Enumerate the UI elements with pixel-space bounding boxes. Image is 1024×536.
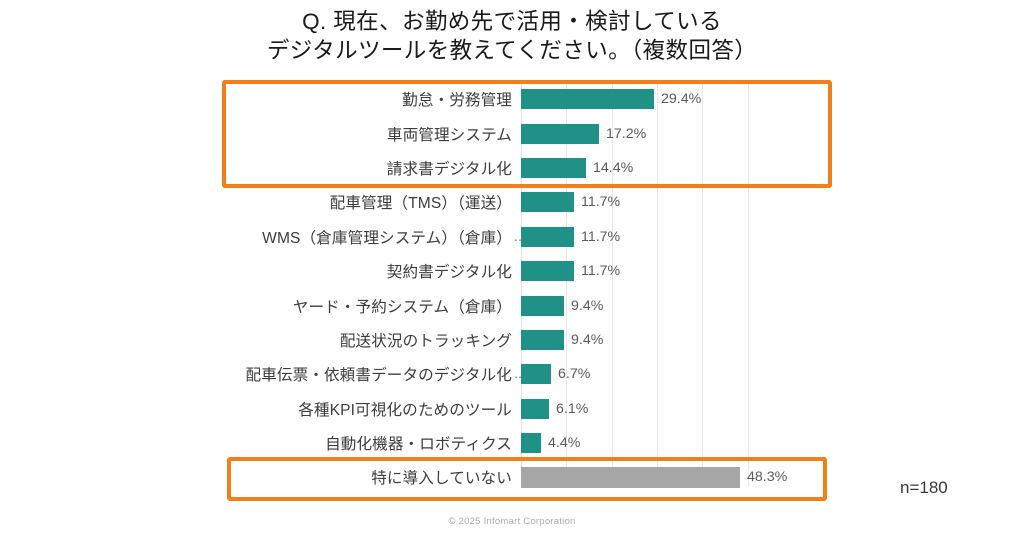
bar-container: 11.7% xyxy=(521,185,620,219)
bar-value-label: 4.4% xyxy=(548,435,581,452)
chart-row: 請求書デジタル化 14.4% xyxy=(0,151,1024,185)
bar-category-label: 契約書デジタル化 xyxy=(386,264,512,282)
bar-value-label: 6.7% xyxy=(558,366,591,383)
bar-container: 11.7% xyxy=(521,254,620,288)
bar-container: 6.7% xyxy=(521,357,590,391)
chart-row: 勤怠・労務管理 29.4% xyxy=(0,82,1024,116)
title-line-1: Q. 現在、お勤め先で活用・検討している xyxy=(302,9,722,34)
bar-category-label: ヤード・予約システム（倉庫） xyxy=(292,298,512,316)
bar xyxy=(521,398,549,419)
bar-value-label: 14.4% xyxy=(593,159,634,176)
bar-category-label: 請求書デジタル化 xyxy=(386,160,512,178)
bar-value-label: 6.1% xyxy=(556,400,589,417)
bar-category-label: 配送状況のトラッキング xyxy=(339,332,512,350)
bar xyxy=(521,466,740,488)
bar-category-label: 特に導入していない xyxy=(371,470,512,488)
bar-value-label: 11.7% xyxy=(581,194,621,211)
chart-rows: 勤怠・労務管理 29.4% 車両管理システム 17.2% 請求書デジタル化 14.4% 配車… xyxy=(0,82,1024,495)
chart-row: 自動化機器・ロボティクス 4.4% xyxy=(0,426,1024,460)
bar xyxy=(521,89,654,110)
bar xyxy=(521,329,564,350)
bar xyxy=(521,192,574,213)
chart-row: 配送状況のトラッキング 9.4% xyxy=(0,323,1024,357)
page-title: Q. 現在、お勤め先で活用・検討している デジタルツールを教えてください。（複数… xyxy=(0,8,1024,66)
bar-category-label: 配車管理（TMS）（運送） xyxy=(329,195,512,213)
bar-value-label: 9.4% xyxy=(571,331,604,348)
bar-container: 17.2% xyxy=(521,116,646,150)
chart-row: ヤード・予約システム（倉庫） 9.4% xyxy=(0,288,1024,322)
bar xyxy=(521,261,574,282)
bar-container: 6.1% xyxy=(521,392,588,426)
bar-chart: 勤怠・労務管理 29.4% 車両管理システム 17.2% 請求書デジタル化 14.4% 配車… xyxy=(0,82,1024,492)
bar xyxy=(521,364,551,385)
sample-size-label: n=180 xyxy=(900,478,948,497)
bar-value-label: 11.7% xyxy=(581,228,621,245)
bar-container: 48.3% xyxy=(521,460,787,494)
bar-container: 14.4% xyxy=(521,151,633,185)
bar xyxy=(521,295,564,316)
label-truncation-ellipsis: ‥ xyxy=(513,229,523,244)
bar-value-label: 9.4% xyxy=(571,297,604,314)
bar-container: 11.7% xyxy=(521,220,620,254)
bar-container: 9.4% xyxy=(521,288,603,322)
bar-container: 29.4% xyxy=(521,82,701,116)
chart-row: 車両管理システム 17.2% xyxy=(0,116,1024,150)
bar-container: 4.4% xyxy=(521,426,580,460)
bar xyxy=(521,433,541,454)
label-truncation-ellipsis: ‥ xyxy=(513,367,523,382)
bar xyxy=(521,157,586,178)
bar-category-label: 自動化機器・ロボティクス xyxy=(325,436,512,454)
bar-category-label: 配車伝票・依頼書データのデジタル化 xyxy=(245,367,512,385)
bar-category-label: 勤怠・労務管理 xyxy=(402,92,512,110)
chart-row: 配車管理（TMS）（運送） 11.7% xyxy=(0,185,1024,219)
bar-value-label: 29.4% xyxy=(661,91,702,108)
bar xyxy=(521,226,574,247)
chart-row: 各種KPI可視化のためのツール 6.1% xyxy=(0,392,1024,426)
bar-container: 9.4% xyxy=(521,323,603,357)
bar-value-label: 11.7% xyxy=(581,263,621,280)
bar-category-label: 車両管理システム xyxy=(386,126,512,144)
chart-row: WMS（倉庫管理システム）（倉庫） ‥ 11.7% xyxy=(0,220,1024,254)
chart-row: 特に導入していない 48.3% xyxy=(0,460,1024,494)
bar-value-label: 48.3% xyxy=(747,469,788,486)
copyright-footer: © 2025 Infomart Corporation xyxy=(448,516,576,527)
title-line-2: デジタルツールを教えてください。（複数回答） xyxy=(266,37,758,63)
bar xyxy=(521,123,599,144)
bar-category-label: WMS（倉庫管理システム）（倉庫） xyxy=(262,229,512,247)
bar-value-label: 17.2% xyxy=(606,125,647,142)
bar-category-label: 各種KPI可視化のためのツール xyxy=(298,401,512,419)
chart-row: 契約書デジタル化 11.7% xyxy=(0,254,1024,288)
chart-row: 配車伝票・依頼書データのデジタル化 ‥ 6.7% xyxy=(0,357,1024,391)
